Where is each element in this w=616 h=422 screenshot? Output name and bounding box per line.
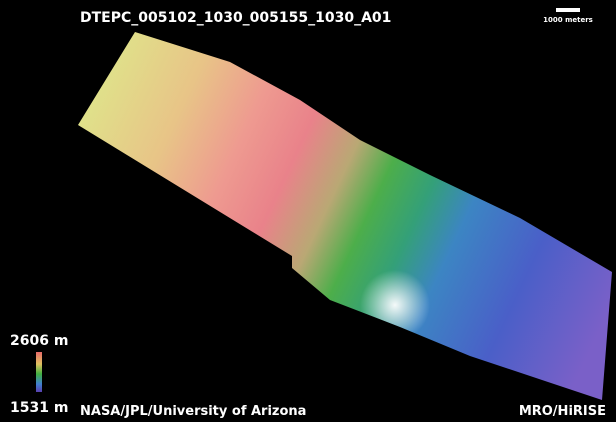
title: DTEPC_005102_1030_005155_1030_A01 <box>80 10 391 26</box>
scale-bar <box>556 8 580 12</box>
terrain-highlight <box>78 32 612 400</box>
credit-left: NASA/JPL/University of Arizona <box>80 404 306 419</box>
legend-color-bar <box>36 352 42 392</box>
credit-right: MRO/HiRISE <box>519 404 606 419</box>
scale-label: 1000 meters <box>543 16 593 24</box>
legend-max: 2606 m <box>10 333 68 349</box>
legend-min: 1531 m <box>10 400 68 416</box>
